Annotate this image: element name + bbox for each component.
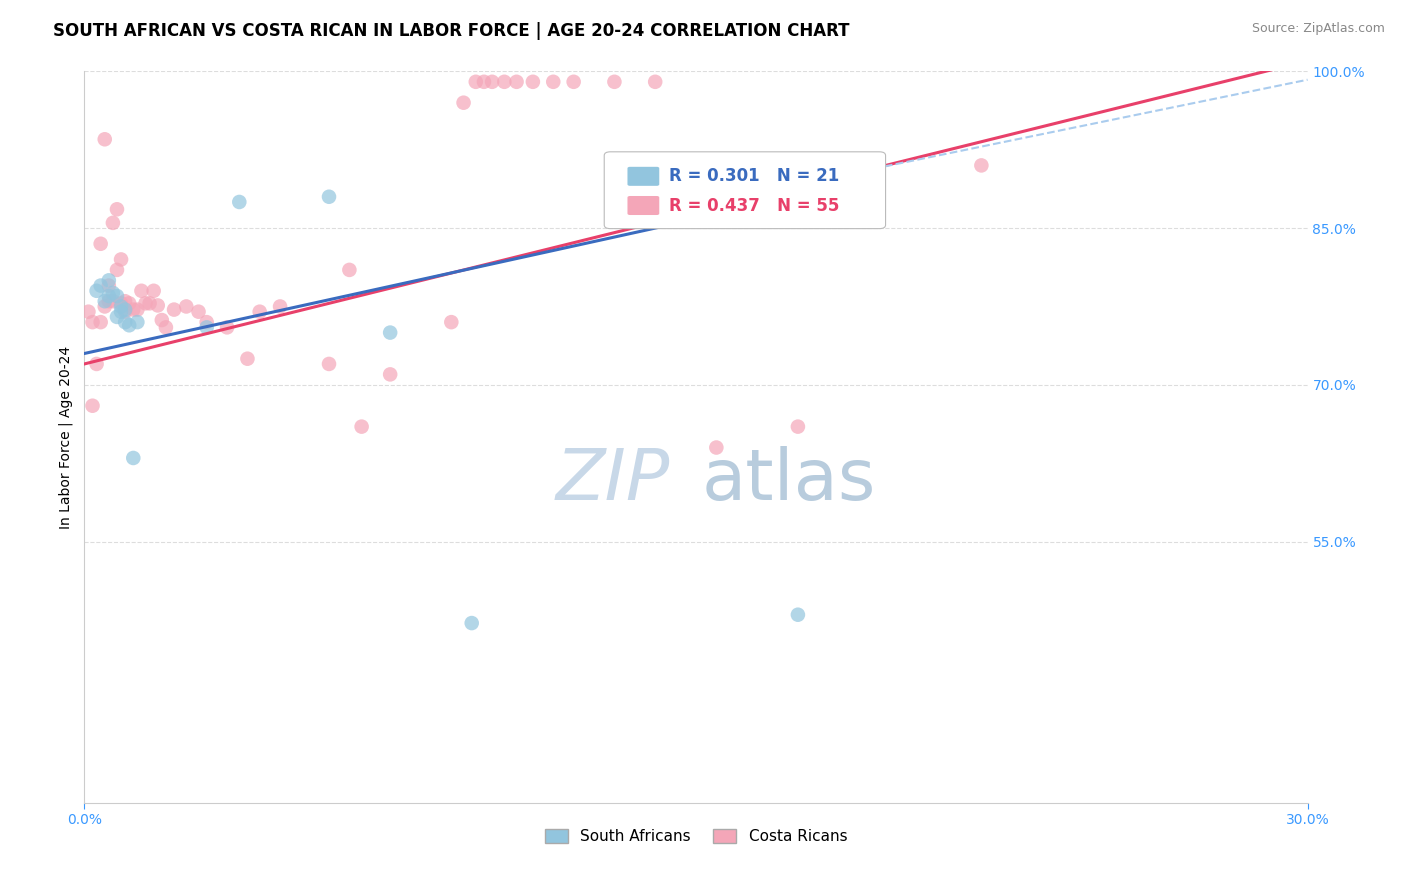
- Point: [97, 278, 120, 293]
- FancyBboxPatch shape: [627, 167, 659, 186]
- Point: [195, 320, 218, 334]
- Point: [644, 75, 666, 89]
- Point: [105, 289, 128, 303]
- Point: [105, 202, 128, 217]
- Point: [122, 302, 145, 317]
- Point: [236, 351, 259, 366]
- Point: [461, 616, 484, 631]
- Text: R = 0.301   N = 21: R = 0.301 N = 21: [669, 168, 839, 186]
- Point: [82, 315, 104, 329]
- Point: [114, 294, 136, 309]
- Point: [82, 399, 104, 413]
- Point: [174, 300, 197, 314]
- Point: [603, 75, 626, 89]
- Point: [101, 285, 124, 300]
- Point: [339, 263, 361, 277]
- Legend: South Africans, Costa Ricans: South Africans, Costa Ricans: [538, 822, 853, 850]
- Point: [97, 289, 120, 303]
- Point: [131, 284, 153, 298]
- Point: [318, 190, 340, 204]
- Point: [110, 300, 132, 314]
- Text: Source: ZipAtlas.com: Source: ZipAtlas.com: [1251, 22, 1385, 36]
- Point: [118, 318, 141, 333]
- Point: [453, 95, 475, 110]
- FancyBboxPatch shape: [605, 152, 886, 228]
- FancyBboxPatch shape: [627, 196, 659, 215]
- Point: [217, 320, 239, 334]
- Point: [97, 273, 120, 287]
- Point: [787, 419, 810, 434]
- Point: [350, 419, 373, 434]
- Point: [105, 310, 128, 324]
- Text: atlas: atlas: [702, 447, 876, 516]
- Point: [86, 357, 108, 371]
- Point: [127, 302, 149, 317]
- Point: [105, 263, 128, 277]
- Point: [110, 296, 132, 310]
- Point: [505, 75, 527, 89]
- Point: [522, 75, 544, 89]
- Point: [118, 296, 141, 310]
- Point: [155, 320, 177, 334]
- Point: [86, 284, 108, 298]
- Point: [93, 294, 115, 309]
- Point: [380, 368, 402, 382]
- Point: [787, 607, 810, 622]
- Point: [90, 278, 112, 293]
- Point: [101, 216, 124, 230]
- Point: [93, 300, 115, 314]
- Point: [110, 304, 132, 318]
- Point: [380, 326, 402, 340]
- Point: [318, 357, 340, 371]
- Point: [481, 75, 503, 89]
- Point: [163, 302, 186, 317]
- Point: [97, 294, 120, 309]
- Point: [138, 296, 160, 310]
- Point: [706, 441, 728, 455]
- Point: [122, 450, 145, 465]
- Point: [970, 158, 993, 172]
- Point: [543, 75, 565, 89]
- Text: SOUTH AFRICAN VS COSTA RICAN IN LABOR FORCE | AGE 20-24 CORRELATION CHART: SOUTH AFRICAN VS COSTA RICAN IN LABOR FO…: [53, 22, 851, 40]
- Point: [114, 302, 136, 317]
- Point: [114, 315, 136, 329]
- Point: [494, 75, 516, 89]
- Point: [135, 296, 157, 310]
- Point: [142, 284, 165, 298]
- Y-axis label: In Labor Force | Age 20-24: In Labor Force | Age 20-24: [59, 345, 73, 529]
- Point: [93, 132, 115, 146]
- Point: [146, 298, 169, 312]
- Point: [114, 304, 136, 318]
- Point: [562, 75, 585, 89]
- Point: [269, 300, 291, 314]
- Text: R = 0.437   N = 55: R = 0.437 N = 55: [669, 196, 839, 214]
- Point: [127, 315, 149, 329]
- Point: [110, 252, 132, 267]
- Point: [90, 236, 112, 251]
- Point: [195, 315, 218, 329]
- Point: [90, 315, 112, 329]
- Point: [187, 304, 209, 318]
- Point: [249, 304, 271, 318]
- Text: ZIP: ZIP: [555, 447, 669, 516]
- Point: [464, 75, 486, 89]
- Point: [101, 294, 124, 309]
- Point: [228, 194, 250, 209]
- Point: [440, 315, 463, 329]
- Point: [150, 313, 173, 327]
- Point: [472, 75, 495, 89]
- Point: [77, 304, 100, 318]
